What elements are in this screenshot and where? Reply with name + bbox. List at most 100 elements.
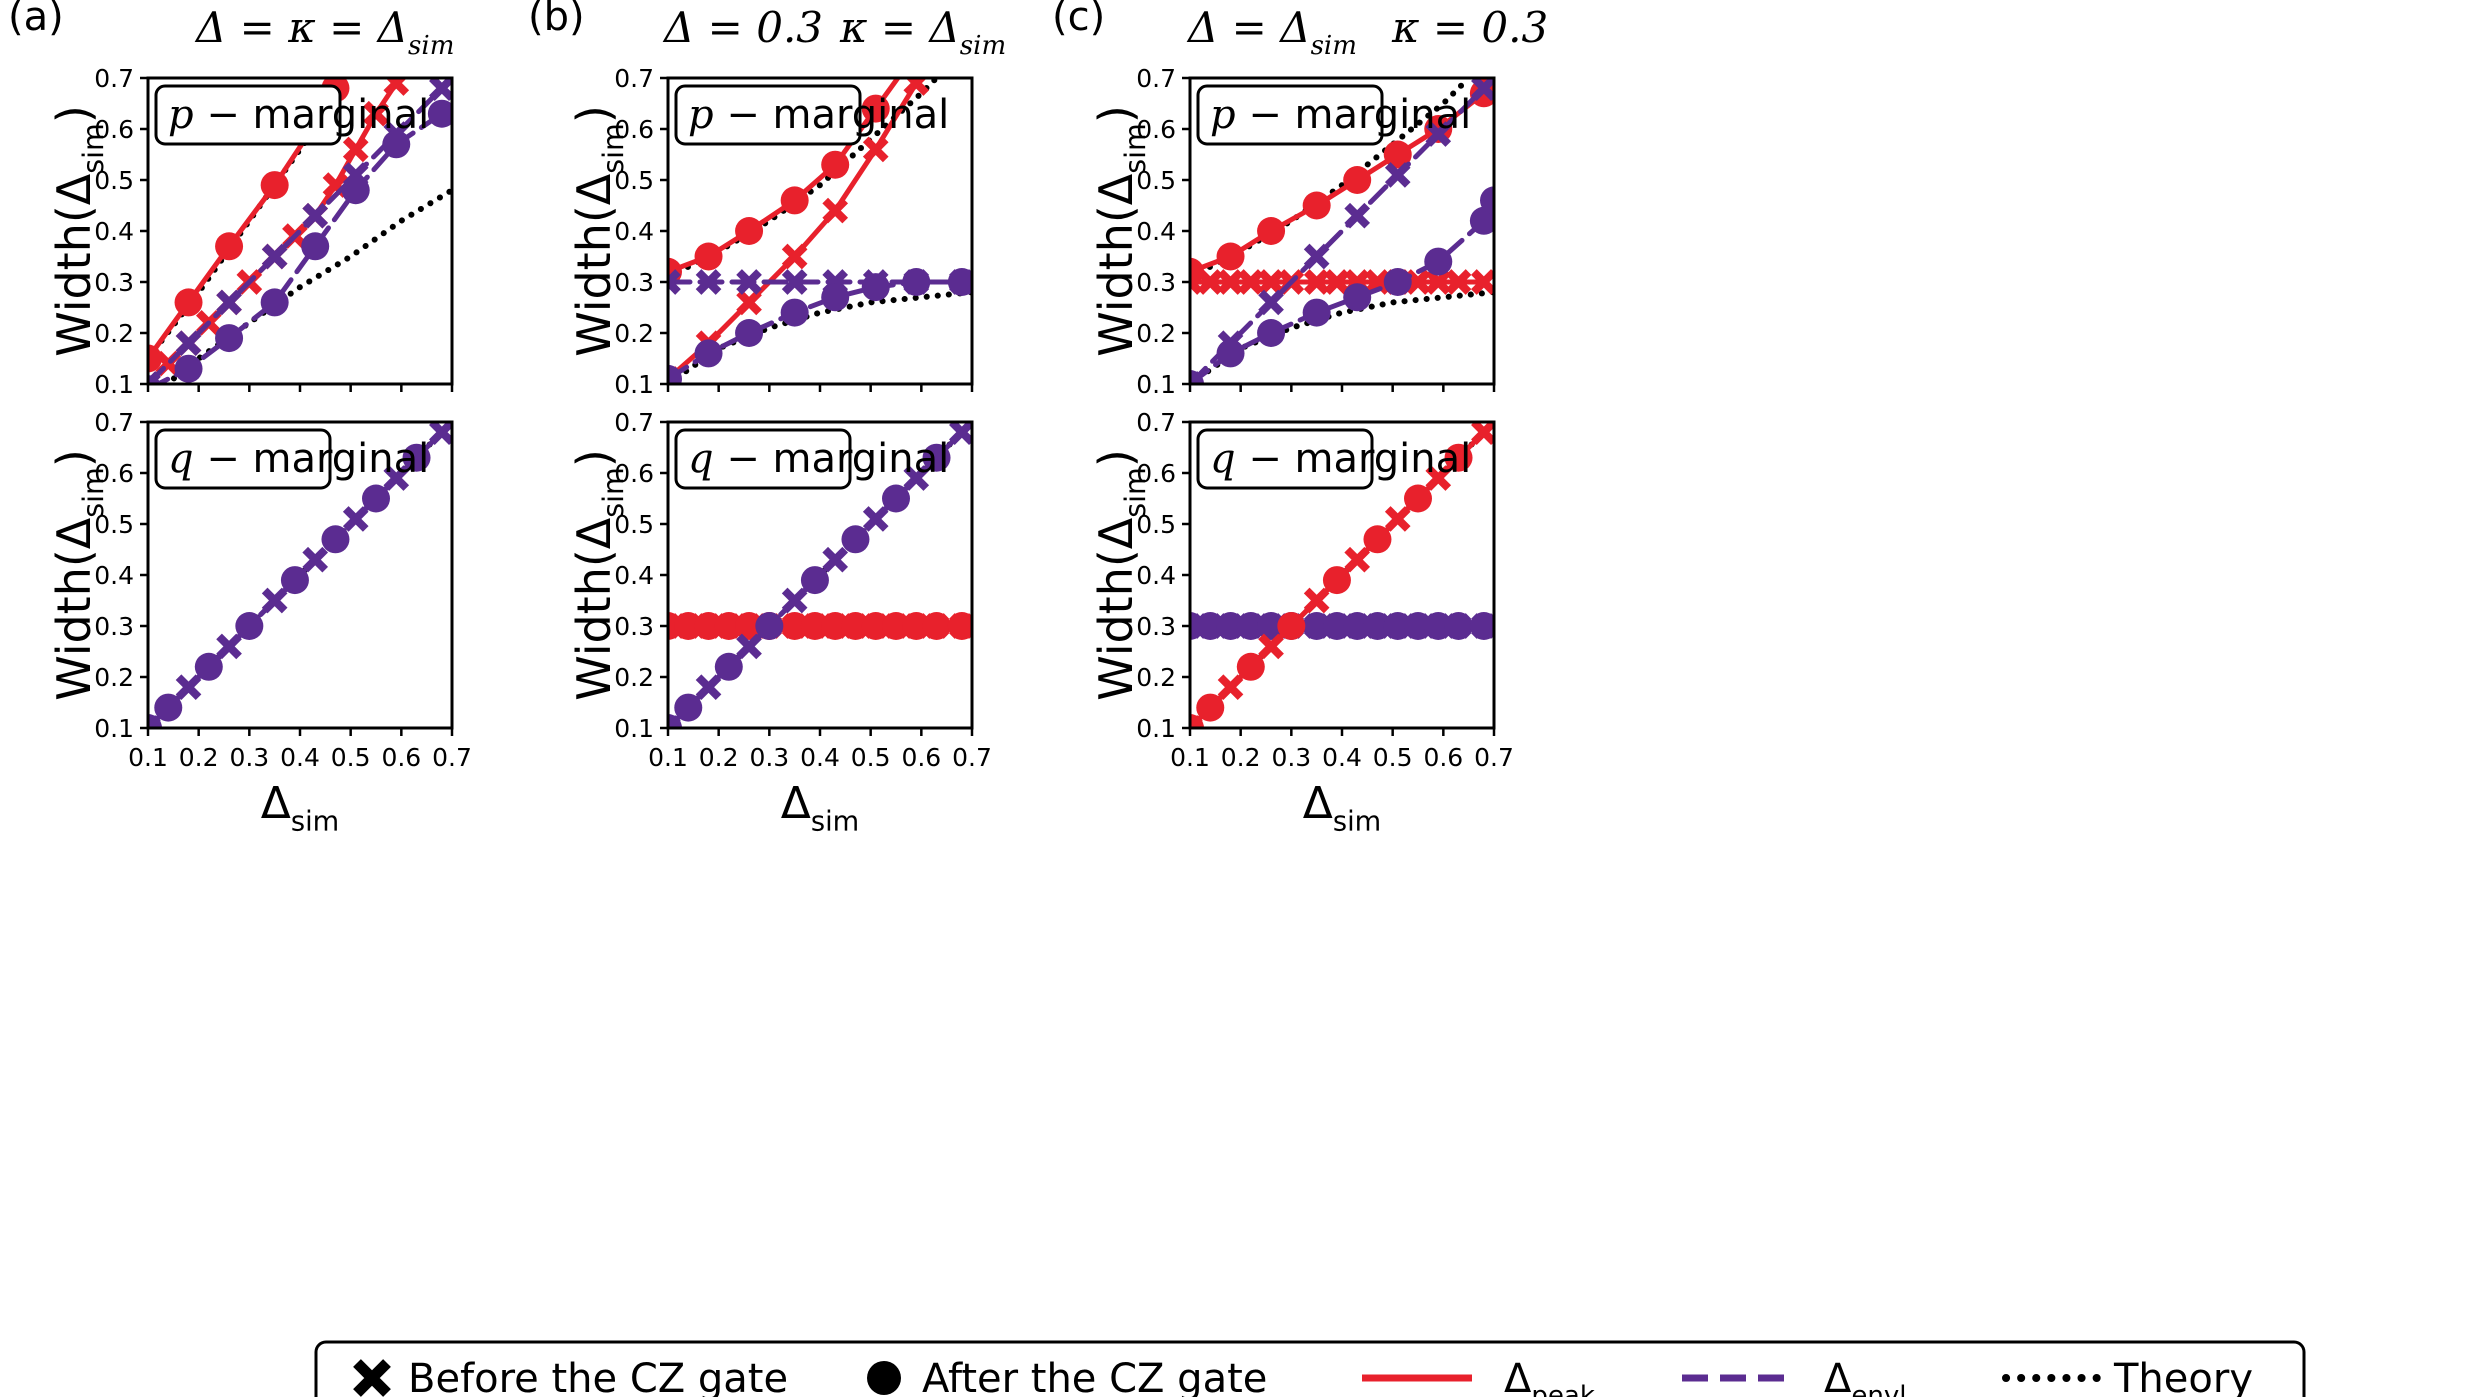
y-tick-label: 0.7 bbox=[1136, 408, 1176, 437]
marker-after bbox=[947, 268, 972, 296]
marker-before bbox=[949, 422, 972, 446]
panel-a-p-marginal: 0.1 0.2 0.3 0.4 0.5 0.6 0.7 Width(Δsim​) p − mar… bbox=[47, 64, 454, 399]
marginal-label-box bbox=[674, 428, 852, 490]
legend-theory-label: Theory bbox=[2113, 1356, 2253, 1397]
marker-after bbox=[402, 443, 431, 472]
panel-b-q-marginal: 0.1 0.2 0.3 0.4 0.5 0.6 0.7 0.1 0.2 0.3 0.4 0.5 0.6 0… bbox=[567, 408, 992, 837]
panel-b-p-marginal: 0.1 0.2 0.3 0.4 0.5 0.6 0.7 Width(Δsim​) p − mar… bbox=[567, 64, 974, 399]
legend-box bbox=[314, 1340, 2306, 1397]
marker-before bbox=[216, 289, 242, 316]
marker-after bbox=[1216, 339, 1245, 368]
marker-after bbox=[235, 612, 264, 640]
marker-after bbox=[1190, 257, 1204, 286]
marginal-label: q − marginal bbox=[168, 436, 429, 482]
x-tick-label: 0.3 bbox=[749, 743, 789, 772]
marker-before bbox=[1217, 269, 1244, 295]
marker-after bbox=[362, 484, 390, 513]
marker-before bbox=[1425, 269, 1452, 295]
column-title-right-2: κ = 0.3 bbox=[1391, 3, 1548, 52]
marker-before bbox=[302, 202, 329, 229]
y-tick-label: 0.1 bbox=[94, 370, 134, 399]
marker-before bbox=[1197, 269, 1224, 295]
marker-after bbox=[755, 612, 784, 640]
marker-before bbox=[429, 422, 452, 446]
y-tick-label: 0.5 bbox=[94, 166, 134, 195]
legend: Before the CZ gate After the CZ gate Δpeak… bbox=[314, 1340, 2306, 1397]
y-tick-label: 0.7 bbox=[614, 408, 654, 437]
panel-label-0: (a) bbox=[8, 0, 64, 40]
x-tick-label: 0.4 bbox=[800, 743, 840, 772]
y-tick-label: 0.4 bbox=[1136, 217, 1176, 246]
marker-before bbox=[781, 243, 808, 270]
plot-area bbox=[1190, 422, 1494, 728]
marker-after bbox=[674, 612, 703, 640]
plot-area bbox=[1190, 78, 1494, 384]
y-tick-label: 0.2 bbox=[614, 663, 654, 692]
marker-before bbox=[668, 269, 681, 295]
y-tick-label: 0.7 bbox=[614, 64, 654, 93]
marker-after bbox=[861, 94, 890, 123]
legend-before-marker bbox=[353, 1359, 391, 1397]
x-tick-label: 0.5 bbox=[851, 743, 891, 772]
marker-after bbox=[800, 612, 829, 640]
marker-after bbox=[694, 242, 723, 271]
marker-after bbox=[821, 283, 850, 312]
marker-after bbox=[882, 484, 910, 513]
marker-before bbox=[1445, 269, 1472, 295]
x-tick-label: 0.4 bbox=[1322, 743, 1362, 772]
marker-after bbox=[1322, 612, 1351, 640]
legend-before-label: Before the CZ gate bbox=[408, 1356, 788, 1397]
y-tick-label: 0.4 bbox=[94, 561, 134, 590]
marker-after bbox=[780, 298, 809, 327]
y-axis-label: Width(Δsim​) bbox=[567, 449, 630, 701]
marker-after bbox=[902, 268, 931, 296]
y-axis-label: Width(Δsim​) bbox=[47, 105, 110, 357]
marker-after bbox=[1469, 206, 1494, 235]
marker-after bbox=[1302, 191, 1331, 220]
x-axis-label: Δsim​ bbox=[261, 778, 339, 837]
marker-before bbox=[175, 330, 202, 357]
marker-after bbox=[1196, 693, 1225, 722]
legend-envl-label: Δenvl​ bbox=[1824, 1356, 1907, 1397]
panels: 0.1 0.2 0.3 0.4 0.5 0.6 0.7 Width(Δsim​) p − mar… bbox=[47, 64, 1514, 837]
y-tick-label: 0.1 bbox=[1136, 714, 1176, 743]
marker-after bbox=[174, 288, 203, 317]
legend-after-marker bbox=[867, 1361, 901, 1395]
marker-after bbox=[841, 612, 870, 640]
x-tick-label: 0.7 bbox=[1474, 743, 1514, 772]
y-tick-label: 0.6 bbox=[94, 459, 134, 488]
marker-after bbox=[215, 232, 244, 261]
panel-c-p-marginal: 0.1 0.2 0.3 0.4 0.5 0.6 0.7 Width(Δsim​) p − mar… bbox=[1089, 64, 1496, 399]
x-tick-label: 0.1 bbox=[128, 743, 168, 772]
marker-before bbox=[1258, 289, 1284, 316]
marker-before bbox=[1384, 162, 1411, 188]
marginal-label: p − marginal bbox=[1210, 92, 1471, 138]
legend-peak-label: Δpeak​ bbox=[1504, 1356, 1595, 1397]
marker-after bbox=[1404, 484, 1432, 513]
y-tick-label: 0.2 bbox=[94, 319, 134, 348]
marker-after bbox=[882, 612, 910, 640]
marker-after bbox=[260, 171, 289, 200]
marker-after bbox=[1216, 612, 1245, 640]
marginal-label-box bbox=[154, 84, 342, 146]
marker-after bbox=[780, 186, 809, 215]
marker-after bbox=[668, 364, 682, 384]
y-tick-label: 0.3 bbox=[1136, 268, 1176, 297]
marker-after bbox=[1257, 319, 1286, 347]
marker-after bbox=[1343, 612, 1372, 640]
marker-after bbox=[714, 612, 743, 640]
marker-before bbox=[1303, 243, 1330, 270]
marginal-label-box bbox=[674, 84, 862, 146]
marker-after bbox=[382, 130, 411, 159]
marker-after bbox=[1277, 612, 1306, 640]
marker-after bbox=[1480, 186, 1494, 215]
marker-after bbox=[321, 525, 350, 554]
column-title-left-0: Δ = κ = Δsim​ bbox=[194, 3, 454, 61]
marker-after bbox=[1216, 242, 1245, 271]
y-tick-label: 0.4 bbox=[94, 217, 134, 246]
marker-before bbox=[342, 136, 369, 163]
y-tick-label: 0.7 bbox=[94, 64, 134, 93]
marker-after bbox=[1404, 612, 1432, 640]
y-tick-label: 0.2 bbox=[614, 319, 654, 348]
marker-after bbox=[148, 344, 162, 373]
